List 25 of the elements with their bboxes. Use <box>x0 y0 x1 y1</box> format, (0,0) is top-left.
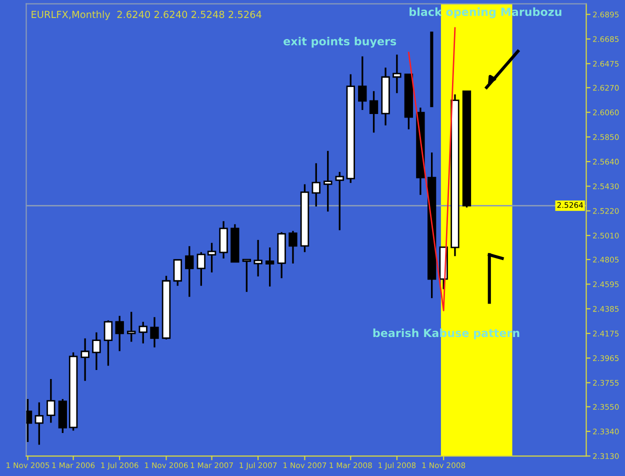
candlestick <box>185 245 194 298</box>
candlestick <box>196 251 206 287</box>
candlestick <box>207 242 216 274</box>
candlestick <box>127 311 136 343</box>
candlestick <box>34 402 44 446</box>
candlestick <box>150 316 159 348</box>
candlestick <box>138 320 148 344</box>
candlestick <box>254 239 262 278</box>
candlestick <box>92 332 101 371</box>
candlestick <box>46 378 56 424</box>
candlestick <box>335 171 344 232</box>
candlestick <box>324 150 332 212</box>
candlestick <box>265 246 274 288</box>
candlestick <box>242 258 252 293</box>
candlestick <box>312 162 320 208</box>
candlestick <box>104 320 113 367</box>
candlestick <box>358 56 367 111</box>
annotation: exit points buyers <box>284 36 396 48</box>
candlestick <box>173 259 182 287</box>
candlestick <box>288 230 298 264</box>
candlestick <box>80 338 90 382</box>
candlestick <box>369 90 378 134</box>
text: EURLFX,Monthly 2.6240 2.6240 2.5248 2.5264 <box>32 10 262 20</box>
candlestick <box>392 54 402 94</box>
candlestick <box>115 314 124 352</box>
